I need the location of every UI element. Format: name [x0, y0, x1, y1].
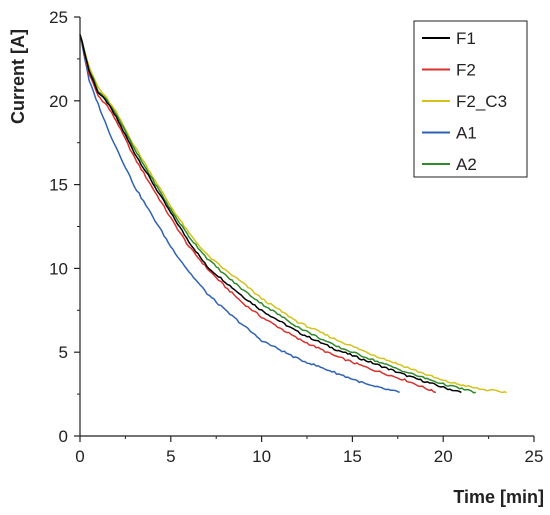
y-tick-label: 15: [49, 176, 68, 195]
series-line-a2: [79, 34, 476, 394]
x-axis-ticks: 0 5 10 15 20 25: [75, 436, 543, 466]
series-line-f2-c3: [79, 34, 507, 394]
y-axis-ticks: 0 5 10 15 20 25: [49, 8, 80, 446]
y-tick-label: 25: [49, 8, 68, 27]
y-tick-label: 10: [49, 259, 68, 278]
x-tick-label: 20: [434, 447, 453, 466]
y-tick-label: 20: [49, 92, 68, 111]
series-lines: [79, 34, 507, 394]
series-line-f1: [79, 34, 462, 394]
y-tick-label: 5: [59, 343, 68, 362]
series-line-a1: [79, 34, 400, 394]
x-tick-label: 25: [525, 447, 544, 466]
y-axis-title: Current [A]: [8, 29, 28, 124]
y-tick-label: 0: [59, 427, 68, 446]
legend-box: [413, 20, 528, 178]
x-axis-title: Time [min]: [453, 487, 544, 507]
x-tick-label: 15: [343, 447, 362, 466]
legend-label-f1: F1: [456, 29, 476, 48]
x-tick-label: 5: [166, 447, 175, 466]
x-tick-label: 0: [75, 447, 84, 466]
legend-label-a2: A2: [456, 155, 477, 174]
series-line-f2: [79, 34, 437, 394]
legend-label-a1: A1: [456, 124, 477, 143]
legend: F1 F2 F2_C3 A1 A2: [413, 20, 528, 178]
legend-label-f2: F2: [456, 61, 476, 80]
legend-label-f2-c3: F2_C3: [456, 92, 507, 111]
x-tick-label: 10: [252, 447, 271, 466]
